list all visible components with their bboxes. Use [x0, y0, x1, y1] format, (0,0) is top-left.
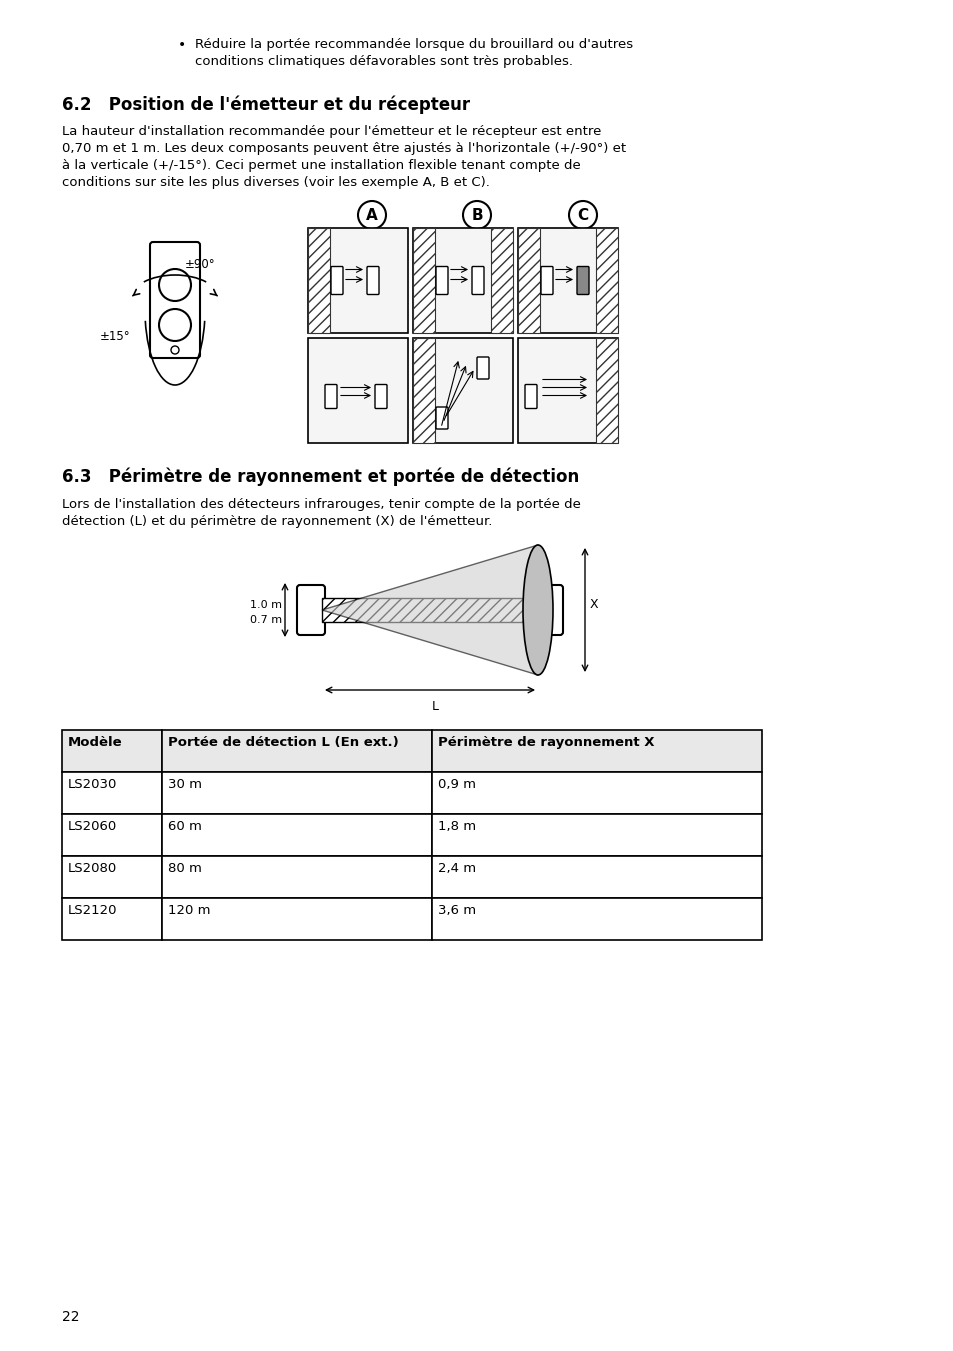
Text: 60 m: 60 m: [168, 820, 202, 834]
Text: 0.7 m: 0.7 m: [250, 615, 282, 626]
FancyBboxPatch shape: [375, 385, 387, 408]
Text: L: L: [431, 700, 438, 713]
Text: B: B: [471, 208, 482, 223]
Text: 6.2   Position de l'émetteur et du récepteur: 6.2 Position de l'émetteur et du récepte…: [62, 95, 470, 113]
Text: détection (L) et du périmètre de rayonnement (X) de l'émetteur.: détection (L) et du périmètre de rayonne…: [62, 515, 492, 528]
Bar: [162, 815, 432, 857]
FancyBboxPatch shape: [296, 585, 325, 635]
Text: X: X: [589, 598, 598, 612]
Text: conditions sur site les plus diverses (voir les exemple A, B et C).: conditions sur site les plus diverses (v…: [62, 176, 489, 189]
FancyBboxPatch shape: [577, 266, 588, 295]
FancyBboxPatch shape: [436, 266, 448, 295]
Bar: [308, 228, 330, 332]
Text: 3,6 m: 3,6 m: [437, 904, 476, 917]
Bar: [413, 228, 435, 332]
Bar: [432, 815, 761, 857]
Text: 0,70 m et 1 m. Les deux composants peuvent être ajustés à l'horizontale (+/-90°): 0,70 m et 1 m. Les deux composants peuve…: [62, 142, 625, 155]
Bar: [596, 228, 618, 332]
Bar: [432, 857, 761, 898]
Text: 1,8 m: 1,8 m: [437, 820, 476, 834]
Text: Réduire la portée recommandée lorsque du brouillard ou d'autres: Réduire la portée recommandée lorsque du…: [194, 38, 633, 51]
Text: Portée de détection L (En ext.): Portée de détection L (En ext.): [168, 736, 398, 748]
Bar: [162, 771, 432, 815]
Bar: [62, 815, 162, 857]
FancyBboxPatch shape: [331, 266, 343, 295]
Bar: [162, 898, 432, 940]
FancyBboxPatch shape: [540, 266, 553, 295]
Bar: [432, 771, 761, 815]
Polygon shape: [322, 544, 537, 676]
Bar: [308, 338, 408, 443]
Bar: [413, 338, 435, 443]
Text: La hauteur d'installation recommandée pour l'émetteur et le récepteur est entre: La hauteur d'installation recommandée po…: [62, 126, 600, 138]
Ellipse shape: [522, 544, 553, 676]
FancyBboxPatch shape: [524, 385, 537, 408]
Text: LS2120: LS2120: [68, 904, 117, 917]
Bar: [62, 898, 162, 940]
Bar: [491, 228, 513, 332]
Text: •: •: [178, 38, 186, 51]
Text: Modèle: Modèle: [68, 736, 123, 748]
Bar: [413, 338, 513, 443]
Text: à la verticale (+/-15°). Ceci permet une installation flexible tenant compte de: à la verticale (+/-15°). Ceci permet une…: [62, 159, 580, 172]
Bar: [322, 598, 537, 621]
Bar: [62, 857, 162, 898]
Text: LS2060: LS2060: [68, 820, 117, 834]
Text: Lors de l'installation des détecteurs infrarouges, tenir compte de la portée de: Lors de l'installation des détecteurs in…: [62, 499, 580, 511]
Bar: [517, 338, 618, 443]
Bar: [517, 228, 618, 332]
Text: 80 m: 80 m: [168, 862, 202, 875]
FancyBboxPatch shape: [535, 585, 562, 635]
FancyBboxPatch shape: [472, 266, 483, 295]
Bar: [432, 730, 761, 771]
Bar: [308, 228, 408, 332]
Text: ±90°: ±90°: [185, 258, 215, 272]
Bar: [596, 338, 618, 443]
Text: LS2080: LS2080: [68, 862, 117, 875]
FancyBboxPatch shape: [476, 357, 489, 380]
Bar: [413, 228, 513, 332]
Text: 22: 22: [62, 1310, 79, 1324]
Bar: [162, 857, 432, 898]
FancyBboxPatch shape: [367, 266, 378, 295]
Text: 120 m: 120 m: [168, 904, 211, 917]
FancyBboxPatch shape: [325, 385, 336, 408]
Text: ±15°: ±15°: [100, 330, 131, 343]
FancyBboxPatch shape: [436, 407, 448, 430]
Text: 2,4 m: 2,4 m: [437, 862, 476, 875]
Text: C: C: [577, 208, 588, 223]
Bar: [62, 730, 162, 771]
Text: 0,9 m: 0,9 m: [437, 778, 476, 790]
Text: conditions climatiques défavorables sont très probables.: conditions climatiques défavorables sont…: [194, 55, 573, 68]
Text: 30 m: 30 m: [168, 778, 202, 790]
Bar: [62, 771, 162, 815]
Text: Périmètre de rayonnement X: Périmètre de rayonnement X: [437, 736, 654, 748]
Text: 1.0 m: 1.0 m: [250, 600, 282, 611]
Bar: [432, 898, 761, 940]
Text: 6.3   Périmètre de rayonnement et portée de détection: 6.3 Périmètre de rayonnement et portée d…: [62, 467, 578, 486]
Bar: [162, 730, 432, 771]
Bar: [517, 228, 539, 332]
Text: A: A: [366, 208, 377, 223]
Text: LS2030: LS2030: [68, 778, 117, 790]
